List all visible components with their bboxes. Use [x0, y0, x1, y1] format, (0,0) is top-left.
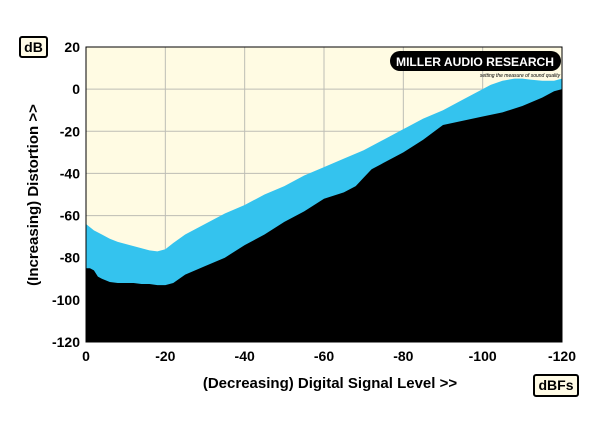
x-tick-label: -80 [393, 348, 413, 364]
y-tick-label: -40 [60, 165, 80, 181]
x-tick-label: -40 [235, 348, 255, 364]
y-tick-label: -60 [60, 208, 80, 224]
x-tick-label: -120 [548, 348, 576, 364]
logo-tagline: setting the measure of sound quality [480, 73, 561, 79]
y-axis-label: (Increasing) Distortion >> [25, 104, 42, 286]
miller-audio-research-logo: MILLER AUDIO RESEARCH setting the measur… [390, 51, 561, 79]
x-tick-label: 0 [82, 348, 90, 364]
x-tick-label: -100 [469, 348, 497, 364]
plot-frame [85, 46, 563, 343]
y-tick-label: -100 [52, 292, 80, 308]
y-tick-label: -20 [60, 123, 80, 139]
y-tick-label: 20 [64, 39, 80, 55]
x-tick-label: -60 [314, 348, 334, 364]
x-unit-label: dBFs [533, 374, 579, 397]
x-axis-label: (Decreasing) Digital Signal Level >> [203, 375, 457, 392]
y-tick-labels: 20 0 -20 -40 -60 -80 -100 -120 [52, 39, 80, 350]
y-unit-label: dB [19, 36, 48, 58]
y-tick-label: -120 [52, 334, 80, 350]
y-tick-label: -80 [60, 250, 80, 266]
noise-floor-area [86, 89, 562, 343]
x-tick-label: -20 [155, 348, 175, 364]
logo-text: MILLER AUDIO RESEARCH [396, 55, 554, 69]
y-tick-label: 0 [72, 81, 80, 97]
x-tick-labels: 0 -20 -40 -60 -80 -100 -120 [82, 348, 576, 364]
